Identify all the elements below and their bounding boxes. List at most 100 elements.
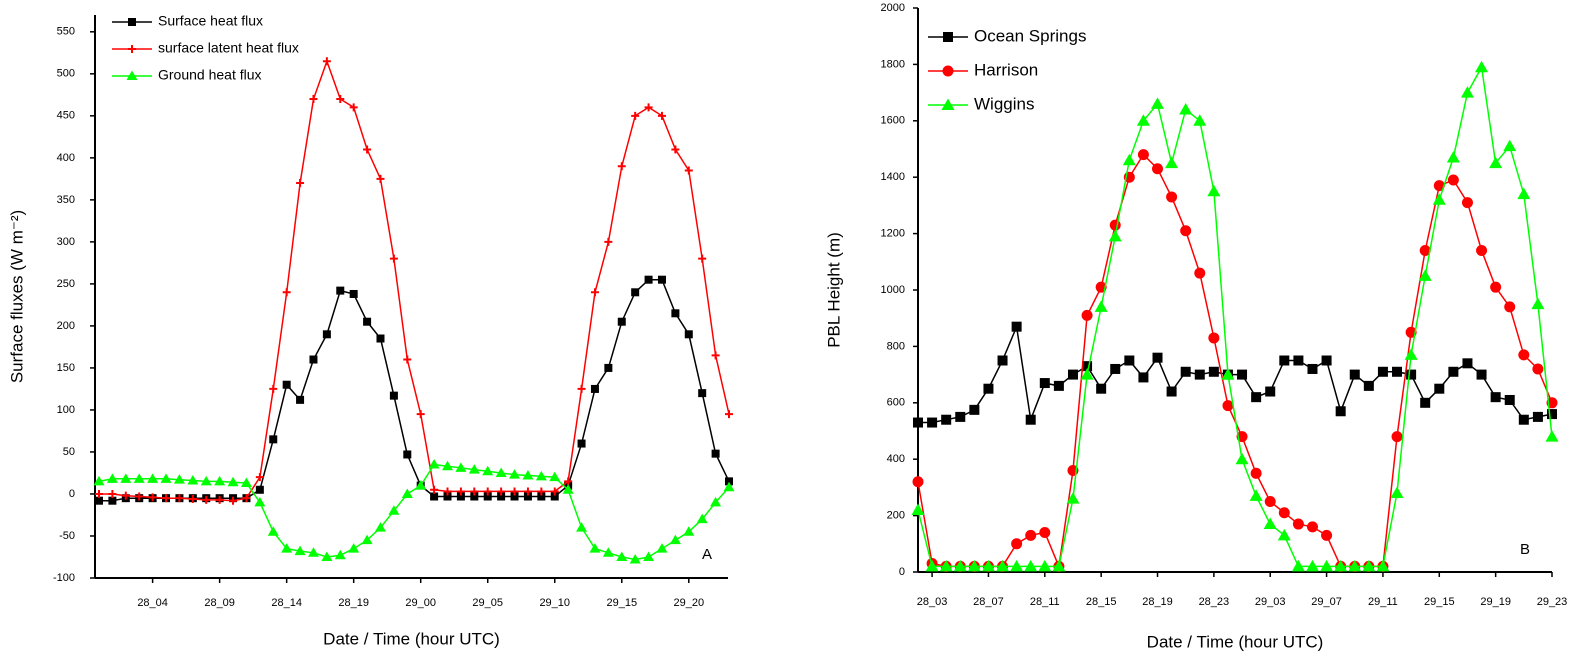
- marker: [389, 391, 398, 400]
- marker: [941, 414, 952, 425]
- marker: [725, 410, 733, 419]
- marker: [1448, 366, 1459, 377]
- marker: [1532, 411, 1543, 422]
- marker: [1462, 358, 1473, 369]
- marker: [1321, 355, 1332, 366]
- marker: [497, 487, 506, 496]
- marker: [95, 489, 103, 498]
- marker: [1321, 529, 1333, 541]
- marker: [1292, 518, 1304, 530]
- marker: [361, 534, 373, 545]
- marker: [711, 351, 720, 360]
- marker: [1390, 486, 1404, 499]
- marker: [1362, 559, 1376, 572]
- marker: [1279, 355, 1290, 366]
- legend-label: Ground heat flux: [158, 67, 262, 83]
- marker: [1221, 368, 1235, 380]
- series-line: [99, 58, 730, 502]
- marker: [1249, 489, 1263, 501]
- marker: [1504, 394, 1515, 405]
- marker: [589, 543, 601, 553]
- marker: [1124, 355, 1135, 366]
- marker: [227, 476, 239, 487]
- marker: [953, 559, 967, 572]
- marker: [1066, 492, 1080, 504]
- marker: [1377, 366, 1388, 377]
- y-tick-label: 1600: [881, 115, 905, 127]
- marker: [215, 495, 224, 504]
- marker: [1067, 369, 1078, 380]
- marker: [267, 526, 279, 536]
- marker: [187, 475, 199, 485]
- marker: [967, 559, 981, 572]
- y-tick-label: 800: [887, 340, 905, 352]
- marker: [550, 492, 559, 501]
- marker: [1405, 326, 1417, 338]
- y-tick-label: -100: [53, 572, 75, 584]
- series-line: [917, 64, 1553, 568]
- marker: [281, 543, 293, 553]
- marker: [269, 384, 278, 393]
- x-tick-label: 28_11: [1030, 596, 1060, 608]
- marker: [1334, 559, 1348, 572]
- y-tick-label: 600: [887, 397, 905, 409]
- marker: [430, 485, 439, 494]
- marker: [1080, 368, 1094, 380]
- series-line: [917, 153, 1553, 570]
- marker: [1433, 180, 1445, 192]
- marker: [349, 289, 358, 298]
- marker: [202, 495, 211, 504]
- marker: [684, 330, 693, 339]
- marker: [577, 384, 586, 393]
- marker: [428, 459, 440, 469]
- marker: [1348, 559, 1362, 572]
- marker: [108, 496, 117, 505]
- marker: [497, 492, 506, 501]
- x-tick-label: 28_07: [973, 596, 1004, 608]
- marker: [95, 496, 103, 505]
- marker: [1166, 191, 1178, 203]
- marker: [564, 477, 573, 486]
- marker: [550, 487, 559, 496]
- x-tick-label: 28_09: [204, 597, 235, 609]
- y-tick-label: 350: [57, 194, 75, 206]
- legend-marker: [128, 18, 136, 26]
- y-tick-label: 500: [57, 68, 75, 80]
- x-tick-label: 28_19: [338, 597, 369, 609]
- marker: [1208, 366, 1219, 377]
- marker: [443, 492, 452, 501]
- legend-marker: [126, 70, 138, 80]
- x-tick-label: 28_03: [917, 596, 948, 608]
- marker: [255, 473, 264, 482]
- marker: [173, 474, 185, 484]
- marker: [175, 494, 184, 503]
- marker: [644, 103, 653, 112]
- marker: [537, 487, 546, 496]
- marker: [1138, 372, 1149, 383]
- marker: [294, 545, 306, 556]
- marker: [643, 551, 655, 561]
- marker: [495, 467, 507, 477]
- x-tick-label: 29_11: [1368, 596, 1398, 608]
- chart-panel: 0 200 400 600 800 1000 1200 1400 1600 1800 2000 28_…: [824, 2, 1567, 652]
- marker: [1180, 225, 1192, 237]
- marker: [106, 473, 118, 483]
- marker: [1547, 409, 1557, 420]
- marker: [996, 559, 1010, 572]
- marker: [1264, 496, 1276, 507]
- legend-marker: [941, 98, 955, 110]
- marker: [1152, 352, 1163, 363]
- series-line: [99, 278, 730, 502]
- marker: [296, 179, 305, 188]
- marker: [309, 95, 318, 104]
- y-tick-label: 50: [63, 446, 75, 458]
- marker: [133, 473, 145, 483]
- series-line: [918, 323, 1553, 424]
- marker: [188, 495, 197, 504]
- marker: [1490, 281, 1502, 293]
- marker: [160, 473, 172, 483]
- marker: [590, 384, 599, 393]
- marker: [403, 355, 412, 364]
- x-tick-label: 29_05: [472, 597, 503, 609]
- y-tick-label: 400: [887, 453, 905, 465]
